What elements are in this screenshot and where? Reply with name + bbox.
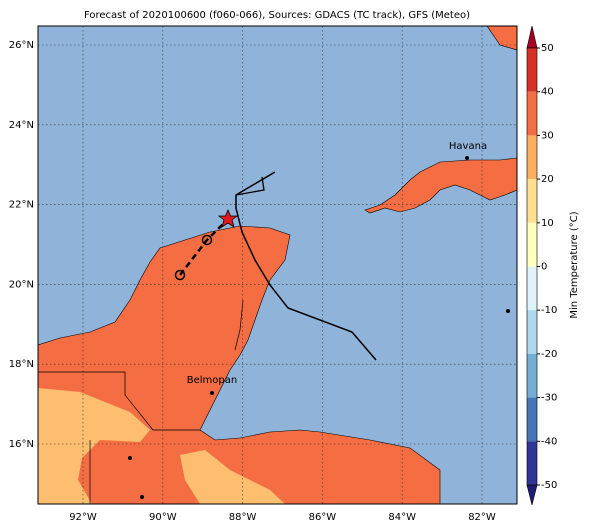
colorbar-tick-label: 10	[541, 218, 554, 229]
city-dot	[128, 456, 132, 460]
observed-track	[235, 171, 377, 361]
colorbar-segment	[527, 266, 537, 311]
current-position	[217, 208, 239, 228]
colorbar-extend	[526, 25, 538, 49]
colorbar-segment	[527, 222, 537, 267]
colorbar-tick-label: -10	[541, 305, 557, 316]
lon-label: 86°W	[309, 512, 337, 523]
colorbar-tick-label: -40	[541, 436, 557, 447]
lon-label: 84°W	[388, 512, 416, 523]
colorbar-segment	[527, 91, 537, 136]
track-branch	[235, 176, 265, 196]
lat-label: 22°N	[9, 200, 34, 211]
city-label: Havana	[449, 141, 487, 152]
lat-label: 18°N	[9, 359, 34, 370]
forecast-point	[174, 269, 186, 281]
colorbar-tick-label: -50	[541, 480, 557, 491]
lat-label: 16°N	[9, 439, 34, 450]
colorbar-segment	[527, 135, 537, 180]
city-dot	[506, 309, 510, 313]
lat-label: 24°N	[9, 120, 34, 131]
colorbar-tick-label: 50	[541, 43, 554, 54]
land-florida	[486, 26, 517, 51]
lon-label: 92°W	[69, 512, 97, 523]
city-dot	[465, 156, 469, 160]
lat-label: 26°N	[9, 40, 34, 51]
city-label: Belmopan	[187, 375, 237, 386]
colorbar: 50 40 30 20 10 0 -10 -20 -30 -40 -50	[526, 25, 557, 506]
colorbar-tick-label: -20	[541, 349, 557, 360]
colorbar-segment	[527, 353, 537, 398]
city-dot	[140, 495, 144, 499]
colorbar-tick-label: 0	[541, 262, 547, 273]
colorbar-extend	[526, 484, 538, 506]
land-cuba	[364, 157, 517, 214]
colorbar-segment	[527, 310, 537, 354]
colorbar-tick-label: -30	[541, 393, 557, 404]
colorbar-segment	[527, 48, 537, 92]
map-area: Havana Belmopan	[38, 26, 517, 504]
lat-label: 20°N	[9, 279, 34, 290]
lon-label: 90°W	[149, 512, 177, 523]
forecast-point	[201, 234, 213, 246]
colorbar-segment	[527, 441, 537, 485]
colorbar-tick-label: 40	[541, 87, 554, 98]
colorbar-segment	[527, 397, 537, 442]
axes: 92°W 90°W 88°W 86°W 84°W 82°W 26°N 24°N 22°N 20°N…	[9, 40, 496, 523]
city-dot	[210, 391, 214, 395]
colorbar-tick-label: 30	[541, 130, 554, 141]
colorbar-tick-label: 20	[541, 174, 554, 185]
forecast-track	[179, 218, 229, 276]
colorbar-label: Min Temperature (°C)	[569, 211, 580, 318]
land-cool	[38, 388, 285, 504]
map-frame	[37, 25, 518, 505]
colorbar-segment	[527, 179, 537, 223]
map-title: Forecast of 2020100600 (f060-066), Sourc…	[84, 10, 470, 21]
lon-label: 82°W	[468, 512, 496, 523]
lon-label: 88°W	[229, 512, 257, 523]
border	[38, 299, 244, 504]
